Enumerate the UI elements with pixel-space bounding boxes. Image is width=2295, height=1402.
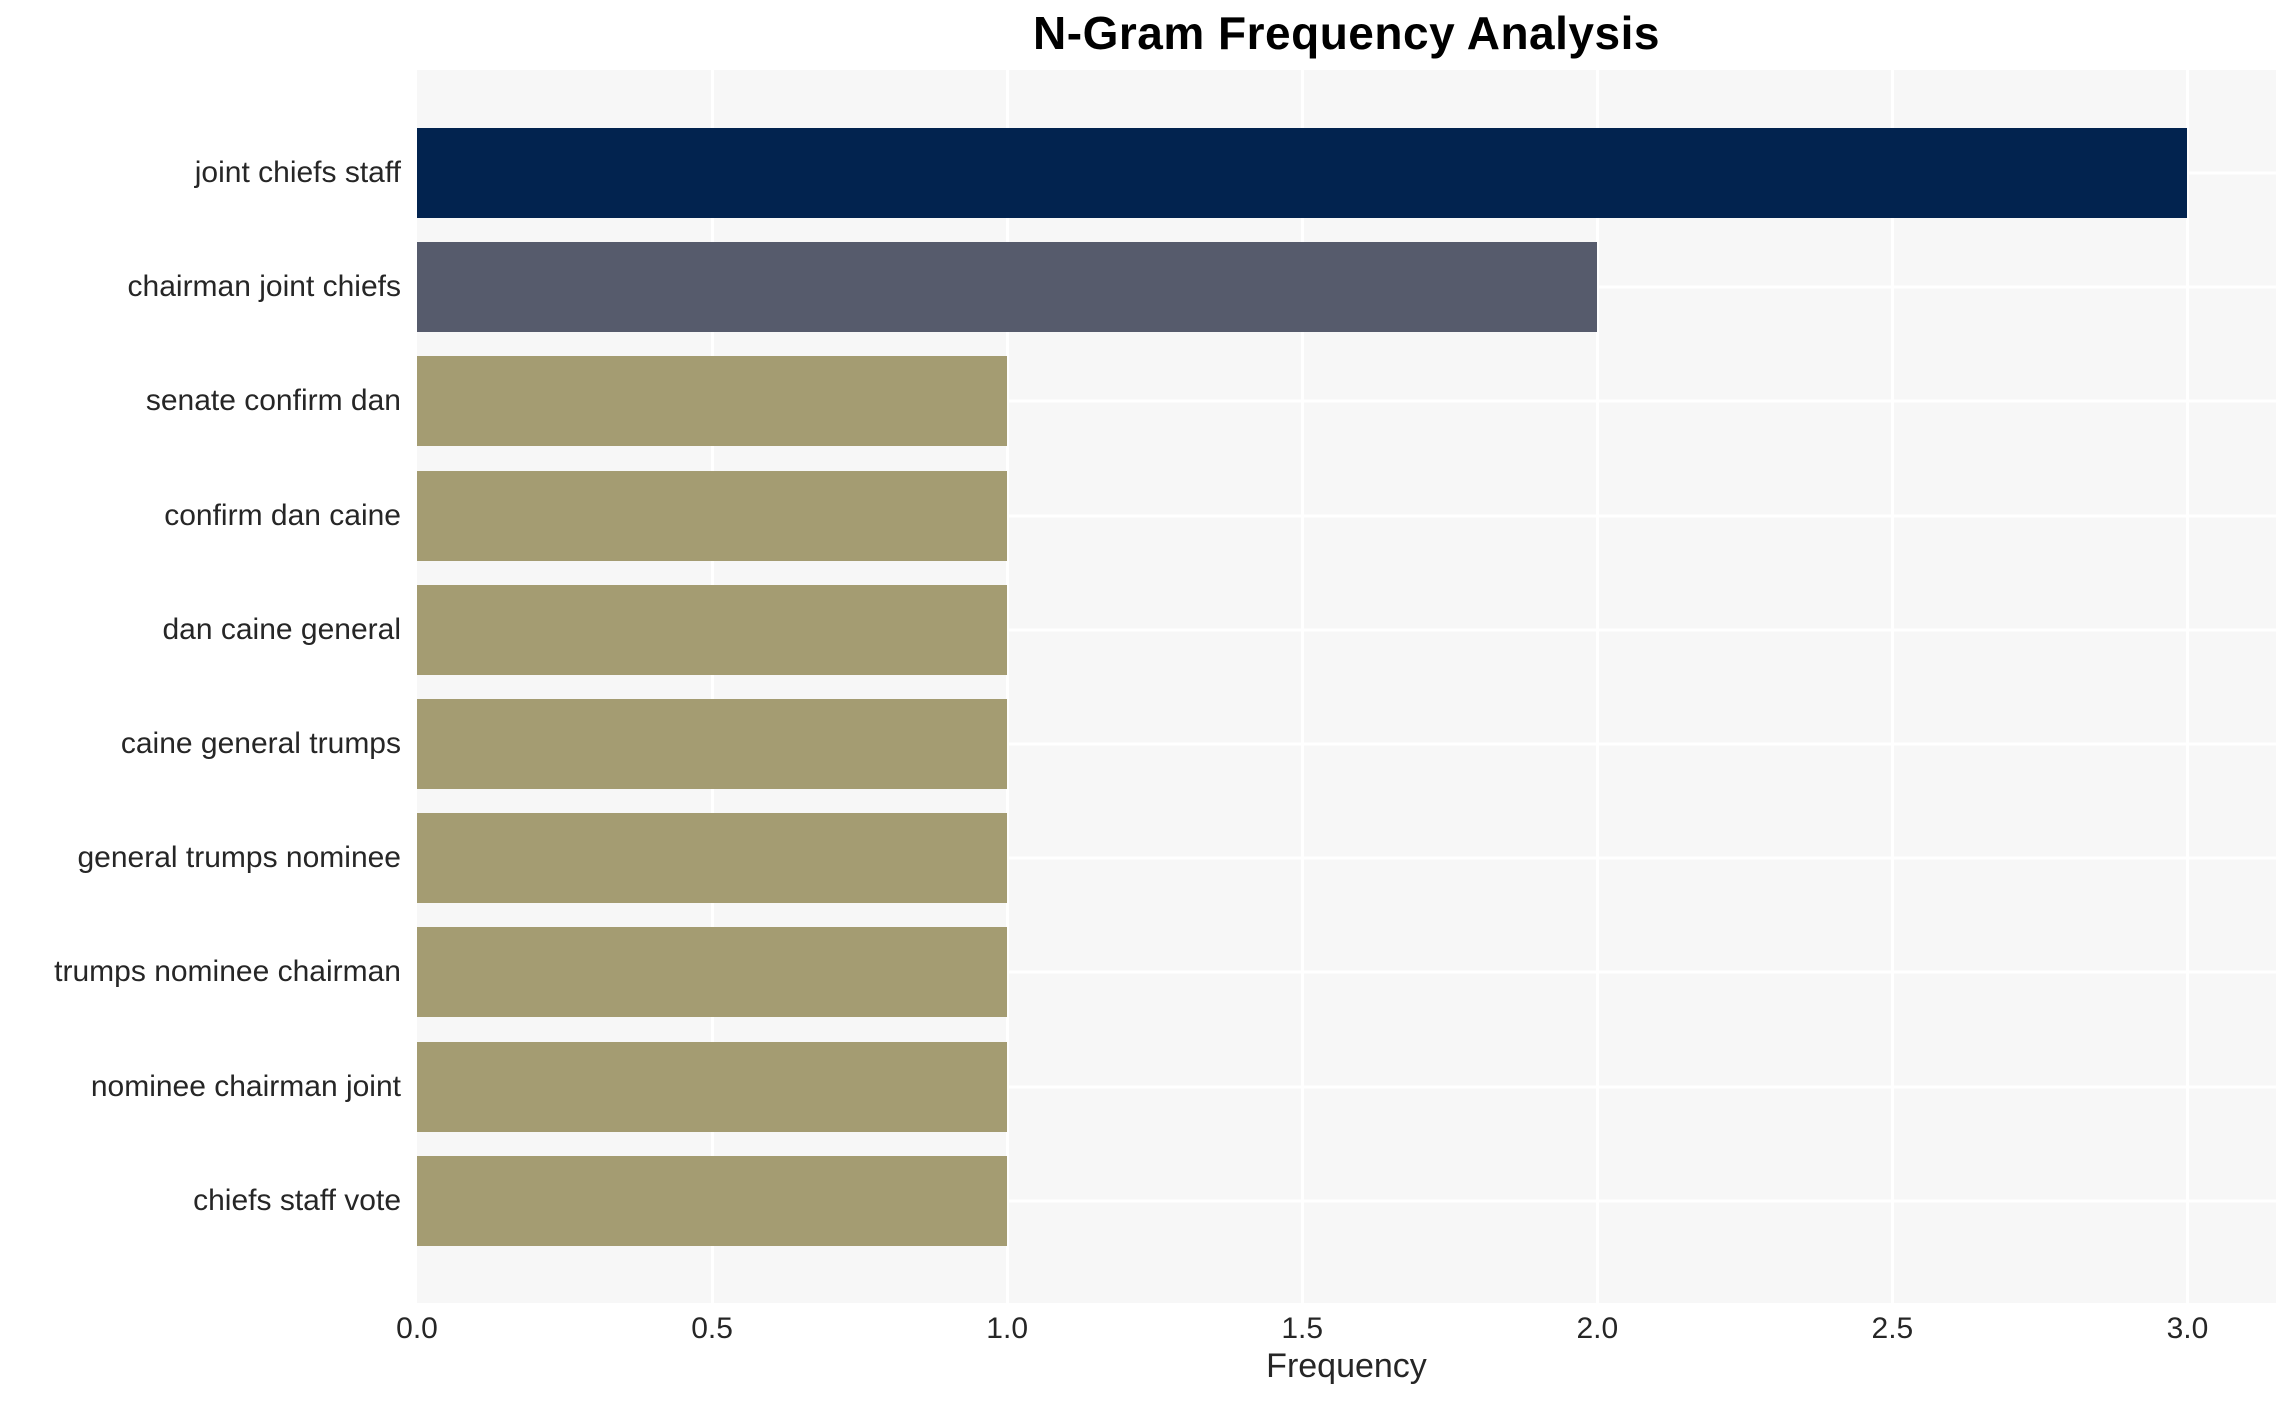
grid-line-horizontal — [417, 856, 2276, 860]
bar-row — [417, 1030, 2276, 1144]
category-label: senate confirm dan — [145, 384, 401, 418]
category-label: caine general trumps — [120, 727, 401, 761]
x-tick-label: 3.0 — [2166, 1312, 2209, 1345]
x-tick-label: 0.0 — [396, 1312, 438, 1345]
bar-row — [417, 459, 2276, 573]
x-axis-ticks: 0.0 0.5 1.0 1.5 2.0 2.5 3.0 — [0, 1312, 2295, 1348]
plot-area — [417, 70, 2276, 1303]
grid-line-horizontal — [417, 514, 2276, 518]
grid-line-vertical — [1890, 70, 1894, 1303]
category-label: dan caine general — [162, 612, 401, 646]
bar — [417, 356, 1008, 447]
grid-line-horizontal — [417, 742, 2276, 746]
category-label: confirm dan caine — [164, 498, 401, 532]
category-label: chairman joint chiefs — [127, 270, 401, 304]
grid-line-vertical — [710, 70, 714, 1303]
grid-line-horizontal — [417, 399, 2276, 403]
bar-row — [417, 915, 2276, 1029]
x-tick-label: 1.0 — [986, 1312, 1029, 1345]
category-label: general trumps nominee — [77, 841, 401, 875]
bar-row — [417, 1144, 2276, 1258]
bar — [417, 470, 1008, 561]
bar — [417, 1155, 1008, 1246]
category-label: chiefs staff vote — [193, 1183, 401, 1217]
category-label: trumps nominee chairman — [54, 955, 401, 989]
x-tick-label: 2.5 — [1871, 1312, 1914, 1345]
category-label: nominee chairman joint — [90, 1069, 401, 1103]
x-axis-label: Frequency — [1266, 1347, 1427, 1385]
bar — [417, 699, 1008, 790]
y-axis-labels: joint chiefs staff chairman joint chiefs s… — [0, 116, 401, 1258]
grid-line-horizontal — [417, 1085, 2276, 1089]
bar-rows — [417, 116, 2276, 1258]
bar — [417, 128, 2188, 219]
chart-title: N-Gram Frequency Analysis — [1033, 7, 1660, 59]
bar — [417, 927, 1008, 1018]
category-label: joint chiefs staff — [194, 156, 401, 190]
bar — [417, 813, 1008, 904]
x-tick-label: 1.5 — [1281, 1312, 1324, 1345]
bar-row — [417, 344, 2276, 458]
grid-line-vertical — [1595, 70, 1599, 1303]
bar — [417, 584, 1008, 675]
bar — [417, 242, 1598, 333]
x-tick-label: 2.0 — [1576, 1312, 1619, 1345]
bar — [417, 1041, 1008, 1132]
grid-line-horizontal — [417, 628, 2276, 632]
grid-line-horizontal — [417, 1199, 2276, 1203]
grid-line-vertical — [1005, 70, 1009, 1303]
bar-row — [417, 687, 2276, 801]
bar-row — [417, 801, 2276, 915]
bar-row — [417, 116, 2276, 230]
bar-row — [417, 573, 2276, 687]
x-tick-label: 0.5 — [691, 1312, 733, 1345]
grid-line-vertical — [1300, 70, 1304, 1303]
grid-line-horizontal — [417, 970, 2276, 974]
bar-row — [417, 230, 2276, 344]
grid-line-vertical — [2185, 70, 2189, 1303]
